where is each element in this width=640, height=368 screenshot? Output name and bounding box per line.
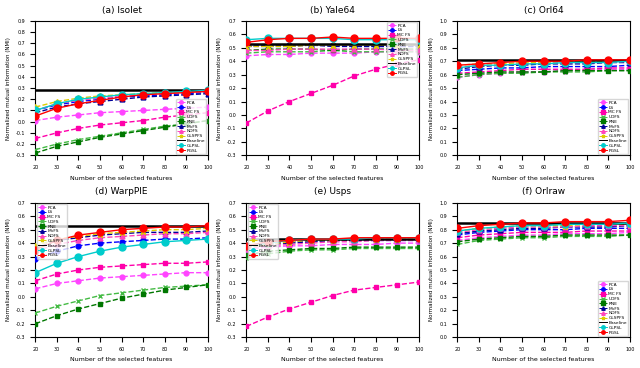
Title: (d) WarpPIE: (d) WarpPIE — [95, 187, 148, 197]
Y-axis label: Normalized mutual information (NMI): Normalized mutual information (NMI) — [6, 37, 10, 139]
X-axis label: Number of the selected features: Number of the selected features — [492, 176, 595, 181]
X-axis label: Number of the selected features: Number of the selected features — [70, 176, 173, 181]
Y-axis label: Normalized mutual information (NMI): Normalized mutual information (NMI) — [429, 37, 435, 139]
Legend: PCA, LS, MC FS, UDFS, RNE, MvFS, NDFS, GLSPFS, Baseline, GLPSL, PGSL: PCA, LS, MC FS, UDFS, RNE, MvFS, NDFS, G… — [598, 281, 628, 336]
X-axis label: Number of the selected features: Number of the selected features — [282, 357, 384, 362]
Title: (a) Isolet: (a) Isolet — [102, 6, 141, 15]
Y-axis label: Normalized mutual information (NMI): Normalized mutual information (NMI) — [6, 219, 10, 321]
Legend: PCA, LS, MC FS, UDFS, RNE, MvFS, NDFS, GLSPFS, Baseline, GLPSL, PGSL: PCA, LS, MC FS, UDFS, RNE, MvFS, NDFS, G… — [598, 99, 628, 154]
X-axis label: Number of the selected features: Number of the selected features — [492, 357, 595, 362]
Legend: PCA, LS, MC FS, UDFS, RNE, MvFS, NDFS, GLSPFS, Baseline, GLPSL, PGSL: PCA, LS, MC FS, UDFS, RNE, MvFS, NDFS, G… — [176, 99, 206, 154]
Title: (f) Orlraw: (f) Orlraw — [522, 187, 565, 197]
X-axis label: Number of the selected features: Number of the selected features — [70, 357, 173, 362]
Legend: PCA, LS, MC FS, UDFS, RNE, MvFS, NDFS, GLSPFS, Baseline, GLPSL, PGSL: PCA, LS, MC FS, UDFS, RNE, MvFS, NDFS, G… — [248, 204, 278, 259]
X-axis label: Number of the selected features: Number of the selected features — [282, 176, 384, 181]
Legend: PCA, LS, MC FS, UDFS, RNE, MvFS, NDFS, GLSPFS, Baseline, GLPSL, PGSL: PCA, LS, MC FS, UDFS, RNE, MvFS, NDFS, G… — [387, 22, 417, 77]
Title: (c) Orl64: (c) Orl64 — [524, 6, 563, 15]
Y-axis label: Normalized mutual information (NMI): Normalized mutual information (NMI) — [429, 219, 435, 321]
Title: (b) Yale64: (b) Yale64 — [310, 6, 355, 15]
Y-axis label: Normalized mutual information (NMI): Normalized mutual information (NMI) — [216, 37, 221, 139]
Title: (e) Usps: (e) Usps — [314, 187, 351, 197]
Legend: PCA, LS, MC FS, UDFS, RNE, MvFS, NDFS, GLSPFS, Baseline, GLPSL, PGSL: PCA, LS, MC FS, UDFS, RNE, MvFS, NDFS, G… — [36, 204, 67, 259]
Y-axis label: Normalized mutual information (NMI): Normalized mutual information (NMI) — [216, 219, 221, 321]
